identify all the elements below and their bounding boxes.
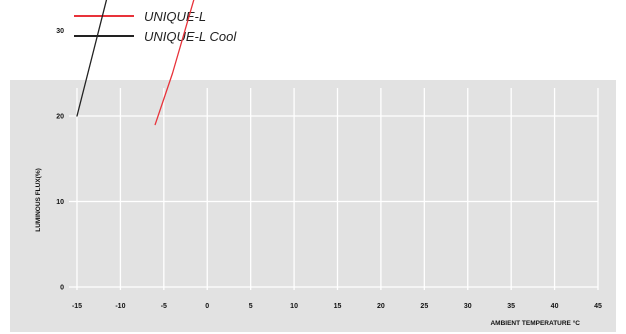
y-tick-label-30: 30: [56, 28, 64, 35]
legend-swatch-unique-l-cool: [74, 35, 134, 37]
y-axis-title: LUMINOUS FLUX(%): [35, 168, 42, 232]
x-tick-label-10: 10: [290, 303, 298, 310]
x-tick-label-30: 30: [464, 303, 472, 310]
x-tick-label-25: 25: [420, 303, 428, 310]
x-tick-label-40: 40: [551, 303, 559, 310]
x-tick-label-35: 35: [507, 303, 515, 310]
y-tick-label-0: 0: [60, 285, 64, 292]
grid: [69, 29, 599, 290]
x-tick-label-15: 15: [334, 303, 342, 310]
tick-labels: -15-10-505101520253035404501020304050607…: [56, 28, 602, 310]
x-tick-label-5: 5: [249, 303, 253, 310]
x-tick-label--5: -5: [161, 303, 167, 310]
legend-label-unique-l-cool: UNIQUE-L Cool: [144, 28, 237, 44]
legend-item-unique-l-cool: UNIQUE-L Cool: [74, 26, 236, 46]
x-tick-label-20: 20: [377, 303, 385, 310]
legend-swatch-unique-l: [74, 15, 134, 17]
x-tick-label--15: -15: [72, 303, 82, 310]
y-tick-label-20: 20: [56, 114, 64, 121]
x-tick-label-0: 0: [205, 303, 209, 310]
plot-background: [10, 80, 616, 332]
x-tick-label--10: -10: [115, 303, 125, 310]
y-tick-label-10: 10: [56, 199, 64, 206]
x-axis-title: AMBIENT TEMPERATURE °C: [490, 319, 580, 327]
x-tick-label-45: 45: [594, 303, 602, 310]
